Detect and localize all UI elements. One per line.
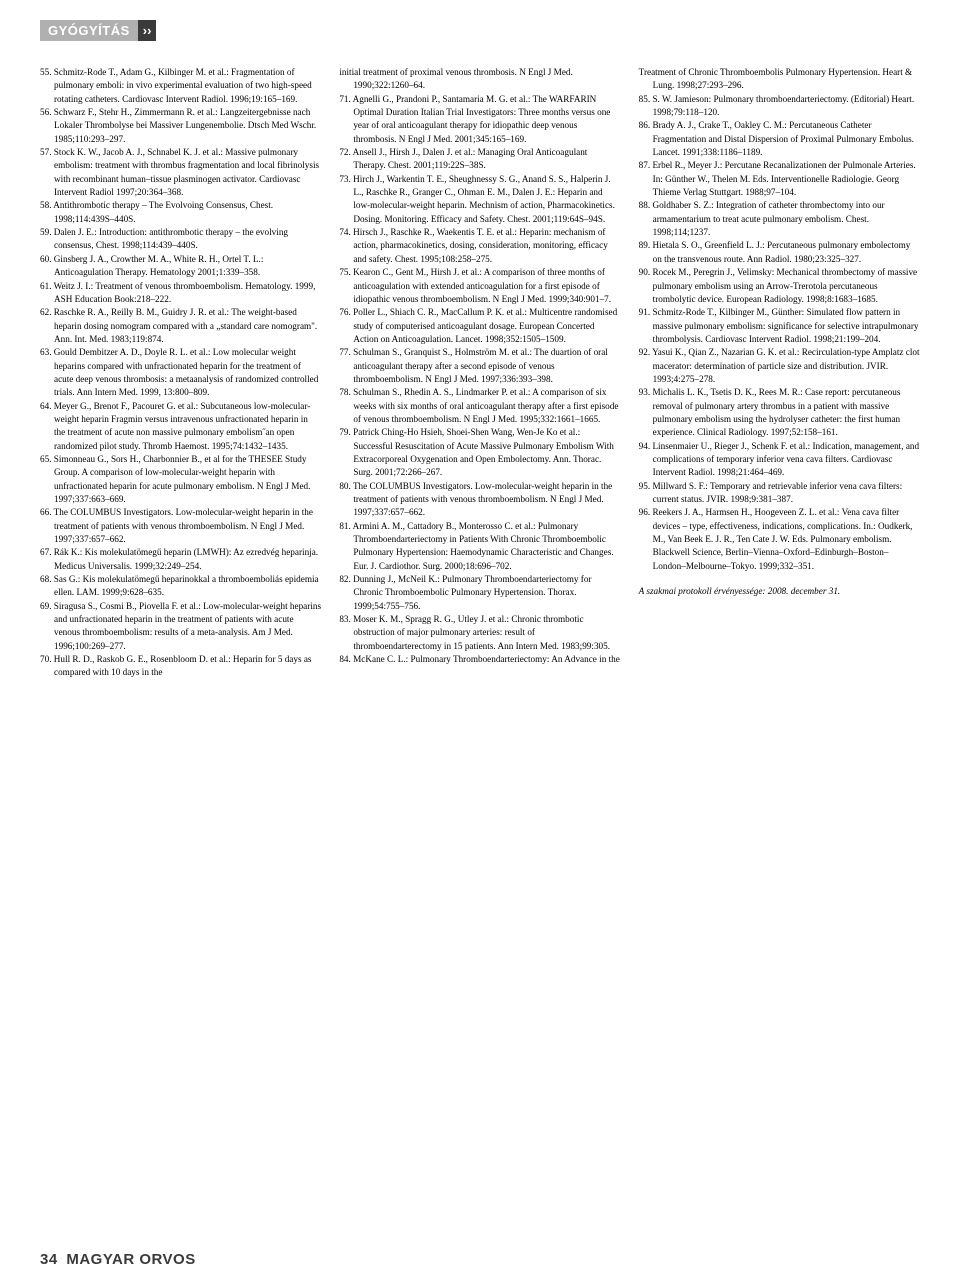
- reference-entry: 91. Schmitz-Rode T., Kilbinger M., Günth…: [639, 306, 920, 346]
- reference-entry: 77. Schulman S., Granquist S., Holmström…: [339, 346, 620, 386]
- page-footer: 34 MAGYAR ORVOS: [40, 1251, 196, 1268]
- reference-entry: 80. The COLUMBUS Investigators. Low-mole…: [339, 480, 620, 520]
- reference-entry: 84. McKane C. L.: Pulmonary Thromboendar…: [339, 653, 620, 666]
- column-1: 55. Schmitz-Rode T., Adam G., Kilbinger …: [40, 66, 321, 680]
- reference-entry: 73. Hirch J., Warkentin T. E., Sheughnes…: [339, 173, 620, 226]
- reference-entry: 83. Moser K. M., Spragg R. G., Utley J. …: [339, 613, 620, 653]
- reference-entry: 86. Brady A. J., Crake T., Oakley C. M.:…: [639, 119, 920, 159]
- section-header: GYÓGYÍTÁS ››: [40, 20, 156, 41]
- reference-entry: 76. Poller L., Shiach C. R., MacCallum P…: [339, 306, 620, 346]
- reference-entry: 75. Kearon C., Gent M., Hirsh J. et al.:…: [339, 266, 620, 306]
- reference-entry: Treatment of Chronic Thromboembolis Pulm…: [639, 66, 920, 93]
- reference-entry: 58. Antithrombotic therapy – The Evolvoi…: [40, 199, 321, 226]
- reference-entry: 96. Reekers J. A., Harmsen H., Hoogeveen…: [639, 506, 920, 573]
- reference-entry: 65. Simonneau G., Sors H., Charbonnier B…: [40, 453, 321, 506]
- reference-entry: 78. Schulman S., Rhedin A. S., Lindmarke…: [339, 386, 620, 426]
- reference-entry: 70. Hull R. D., Raskob G. E., Rosenbloom…: [40, 653, 321, 680]
- reference-entry: 61. Weitz J. I.: Treatment of venous thr…: [40, 280, 321, 307]
- reference-entry: 79. Patrick Ching-Ho Hsieh, Shoei-Shen W…: [339, 426, 620, 479]
- reference-entry: 92. Yasui K., Qian Z., Nazarian G. K. et…: [639, 346, 920, 386]
- column-3: Treatment of Chronic Thromboembolis Pulm…: [639, 66, 920, 680]
- reference-entry: 57. Stock K. W., Jacob A. J., Schnabel K…: [40, 146, 321, 199]
- reference-entry: 88. Goldhaber S. Z.: Integration of cath…: [639, 199, 920, 239]
- reference-entry: 94. Linsenmaier U., Rieger J., Schenk F.…: [639, 440, 920, 480]
- reference-entry: 62. Raschke R. A., Reilly B. M., Guidry …: [40, 306, 321, 346]
- reference-entry: 90. Rocek M., Peregrin J., Velimsky: Mec…: [639, 266, 920, 306]
- reference-entry: 69. Siragusa S., Cosmi B., Piovella F. e…: [40, 600, 321, 653]
- reference-entry: 71. Agnelli G., Prandoni P., Santamaria …: [339, 93, 620, 146]
- reference-entry: initial treatment of proximal venous thr…: [339, 66, 620, 93]
- reference-entry: 60. Ginsberg J. A., Crowther M. A., Whit…: [40, 253, 321, 280]
- chevron-icon: ››: [138, 20, 157, 41]
- page-number: 34: [40, 1251, 58, 1268]
- reference-entry: 66. The COLUMBUS Investigators. Low-mole…: [40, 506, 321, 546]
- reference-entry: 72. Ansell J., Hirsh J., Dalen J. et al.…: [339, 146, 620, 173]
- reference-entry: 93. Michalis L. K., Tsetis D. K., Rees M…: [639, 386, 920, 439]
- reference-entry: 74. Hirsch J., Raschke R., Waekentis T. …: [339, 226, 620, 266]
- references-columns: 55. Schmitz-Rode T., Adam G., Kilbinger …: [40, 66, 920, 680]
- reference-entry: 63. Gould Dembitzer A. D., Doyle R. L. e…: [40, 346, 321, 399]
- reference-entry: 55. Schmitz-Rode T., Adam G., Kilbinger …: [40, 66, 321, 106]
- reference-entry: 67. Rák K.: Kis molekulatömegű heparin (…: [40, 546, 321, 573]
- reference-entry: 68. Sas G.: Kis molekulatömegű heparinok…: [40, 573, 321, 600]
- reference-entry: 59. Dalen J. E.: Introduction: antithrom…: [40, 226, 321, 253]
- publication-title: MAGYAR ORVOS: [66, 1251, 195, 1268]
- reference-entry: 64. Meyer G., Brenot F., Pacouret G. et …: [40, 400, 321, 453]
- protocol-validity: A szakmai protokoll érvényessége: 2008. …: [639, 585, 920, 598]
- reference-entry: 89. Hietala S. O., Greenfield L. J.: Per…: [639, 239, 920, 266]
- reference-entry: 85. S. W. Jamieson: Pulmonary thromboend…: [639, 93, 920, 120]
- section-label: GYÓGYÍTÁS: [40, 20, 138, 41]
- reference-entry: 56. Schwarz F., Stehr H., Zimmermann R. …: [40, 106, 321, 146]
- reference-entry: 82. Dunning J., McNeil K.: Pulmonary Thr…: [339, 573, 620, 613]
- column-2: initial treatment of proximal venous thr…: [339, 66, 620, 680]
- reference-entry: 95. Millward S. F.: Temporary and retrie…: [639, 480, 920, 507]
- reference-entry: 81. Armini A. M., Cattadory B., Monteros…: [339, 520, 620, 573]
- reference-entry: 87. Erbel R., Meyer J.: Percutane Recana…: [639, 159, 920, 199]
